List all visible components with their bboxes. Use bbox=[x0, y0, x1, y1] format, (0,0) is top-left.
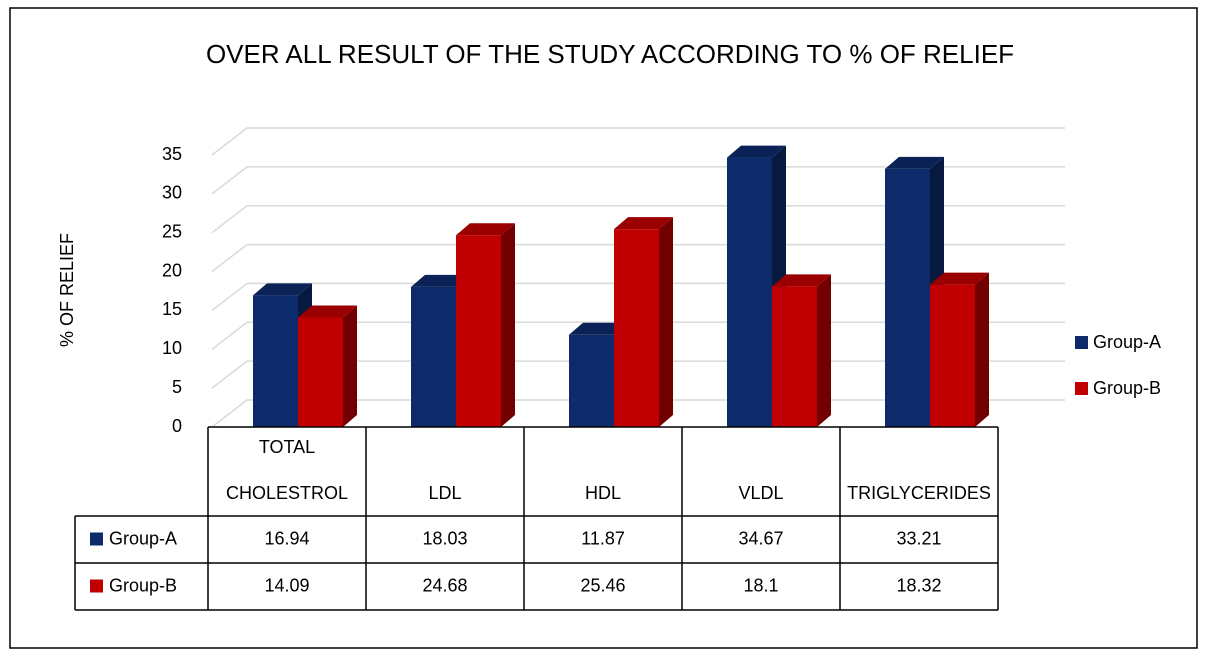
category-cell: TRIGLYCERIDES bbox=[847, 483, 991, 503]
grid-line-diagonal bbox=[211, 399, 248, 428]
y-tick-label: 25 bbox=[162, 221, 182, 241]
bar-top bbox=[930, 272, 989, 285]
table-legend-key bbox=[90, 579, 103, 593]
bar-top bbox=[411, 274, 470, 287]
frame bbox=[9, 7, 1198, 649]
bar bbox=[614, 217, 673, 427]
chart-title: OVER ALL RESULT OF THE STUDY ACCORDING T… bbox=[206, 39, 1014, 69]
table-value: 24.68 bbox=[422, 575, 467, 595]
bar-front bbox=[930, 284, 975, 427]
bar bbox=[298, 305, 357, 427]
bar bbox=[772, 274, 831, 427]
table-value: 34.67 bbox=[738, 528, 783, 548]
table-value: 33.21 bbox=[896, 528, 941, 548]
grid-line-diagonal bbox=[211, 282, 248, 312]
legend-label: Group-B bbox=[1093, 378, 1161, 398]
y-tick-label: 0 bbox=[172, 416, 182, 436]
grid-line-diagonal bbox=[211, 127, 248, 156]
table-row-label: Group-B bbox=[109, 575, 177, 595]
table-value: 16.94 bbox=[264, 528, 309, 548]
table-value: 18.1 bbox=[743, 575, 778, 595]
grid-line-diagonal bbox=[211, 205, 248, 234]
y-tick-label: 10 bbox=[162, 338, 182, 358]
x-tick-label: TOTAL CHOLESTROL bbox=[225, 437, 349, 503]
bar bbox=[456, 223, 515, 427]
x-tick-label: HDL bbox=[584, 483, 621, 503]
table-legend-key bbox=[90, 532, 103, 546]
table-row-label: Group-A bbox=[109, 528, 177, 548]
y-tick-label: 15 bbox=[162, 299, 182, 319]
y-tick-label: 35 bbox=[162, 144, 182, 164]
bar-side bbox=[975, 272, 989, 427]
bar-front bbox=[772, 286, 817, 427]
bar bbox=[885, 156, 944, 427]
bar-top bbox=[772, 274, 831, 287]
x-tick-label: LDL bbox=[428, 483, 462, 503]
bar-top bbox=[456, 223, 515, 236]
x-tick-label: VLDL bbox=[738, 483, 784, 503]
bar-side bbox=[817, 274, 831, 427]
bar-front bbox=[411, 286, 456, 427]
bar-front bbox=[253, 295, 298, 427]
bar-side bbox=[501, 223, 515, 427]
table-value: 11.87 bbox=[581, 528, 625, 548]
bar-top bbox=[614, 217, 673, 230]
y-tick-label: 30 bbox=[162, 183, 182, 203]
legend-key bbox=[1075, 336, 1088, 349]
y-tick-label: 20 bbox=[162, 260, 182, 280]
y-tick-label: 5 bbox=[172, 377, 182, 397]
grid-line-diagonal bbox=[211, 243, 248, 273]
table-value: 14.09 bbox=[264, 575, 309, 595]
bar-front bbox=[298, 317, 343, 427]
legend-key bbox=[1075, 382, 1088, 395]
category-cell: HDL bbox=[584, 483, 621, 503]
table-value: 25.46 bbox=[580, 575, 625, 595]
bar-front bbox=[614, 229, 659, 427]
bar-top bbox=[569, 322, 628, 335]
category-cell: LDL bbox=[428, 483, 462, 503]
bar-front bbox=[885, 168, 930, 427]
category-cell: TOTAL CHOLESTROL bbox=[225, 437, 349, 503]
bar-top bbox=[253, 283, 312, 296]
x-tick-label: TRIGLYCERIDES bbox=[847, 483, 991, 503]
grid-line-diagonal bbox=[211, 166, 248, 195]
table-value: 18.32 bbox=[896, 575, 941, 595]
grid-line-diagonal bbox=[211, 360, 248, 389]
bar-side bbox=[343, 305, 357, 427]
bar-top bbox=[298, 305, 357, 318]
bar bbox=[930, 272, 989, 427]
category-cell: VLDL bbox=[738, 483, 784, 503]
bar-front bbox=[727, 157, 772, 427]
bar-side bbox=[659, 217, 673, 427]
grid-line-diagonal bbox=[211, 321, 248, 350]
bar-front bbox=[569, 334, 614, 427]
legend-label: Group-A bbox=[1093, 332, 1161, 352]
bar-front bbox=[456, 235, 501, 427]
table-value: 18.03 bbox=[422, 528, 467, 548]
bar-top bbox=[885, 156, 944, 169]
y-axis-label: % OF RELIEF bbox=[57, 233, 77, 347]
bar-top bbox=[727, 145, 786, 158]
grid-line bbox=[211, 127, 1065, 156]
